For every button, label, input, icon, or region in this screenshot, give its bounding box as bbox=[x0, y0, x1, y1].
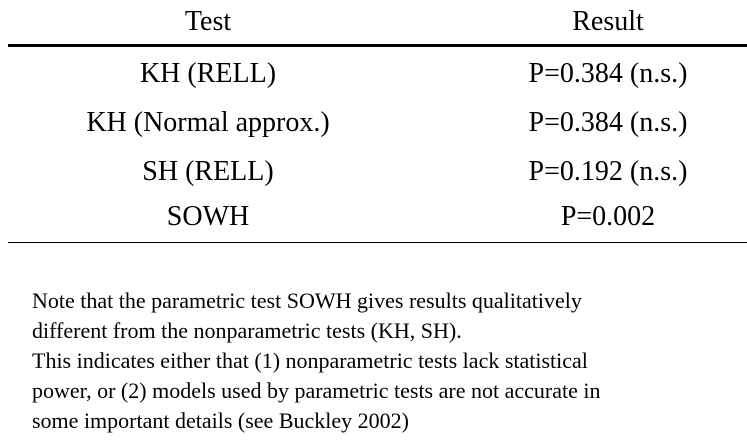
note-line-4: power, or (2) models used by parametric … bbox=[32, 378, 601, 403]
note-line-3: This indicates either that (1) nonparame… bbox=[32, 348, 588, 373]
row-4-test: SOWH bbox=[166, 201, 250, 232]
row-4-result: P=0.002 bbox=[560, 201, 656, 232]
table-bottom-rule bbox=[8, 242, 747, 243]
row-3-result: P=0.192 (n.s.) bbox=[528, 156, 688, 187]
header-test: Test bbox=[184, 6, 232, 37]
header-result: Result bbox=[572, 6, 644, 37]
note-line-2: different from the nonparametric tests (… bbox=[32, 318, 462, 343]
note-line-1: Note that the parametric test SOWH gives… bbox=[32, 288, 582, 313]
explanatory-note: Note that the parametric test SOWH gives… bbox=[32, 286, 732, 436]
row-2-test: KH (Normal approx.) bbox=[86, 107, 330, 138]
row-3-test: SH (RELL) bbox=[142, 156, 274, 187]
row-1-result: P=0.384 (n.s.) bbox=[528, 58, 688, 89]
row-2-result: P=0.384 (n.s.) bbox=[528, 107, 688, 138]
row-1-test: KH (RELL) bbox=[139, 58, 277, 89]
results-table: Test Result KH (RELL) P=0.384 (n.s.) KH … bbox=[8, 0, 747, 244]
table-top-rule bbox=[8, 44, 747, 47]
note-line-5: some important details (see Buckley 2002… bbox=[32, 408, 409, 433]
